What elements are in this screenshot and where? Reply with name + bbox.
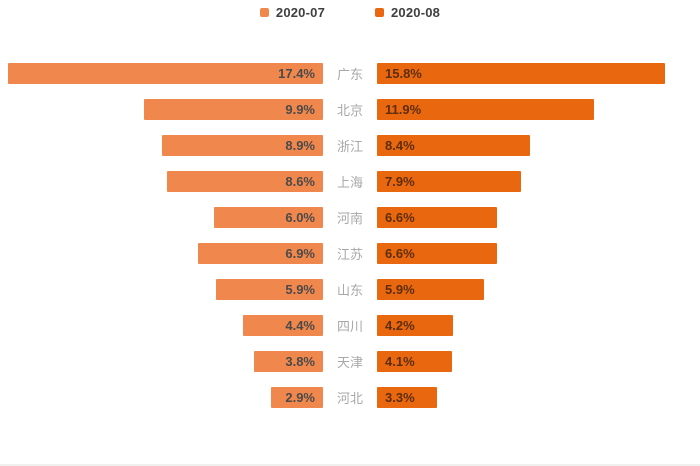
chart-row: 4.4% 四川 4.2%: [0, 307, 700, 343]
bar-2020-08: 3.3%: [377, 386, 438, 408]
value-label-2020-07: 6.0%: [285, 209, 315, 225]
value-label-2020-08: 7.9%: [385, 173, 415, 189]
bar-2020-07: 4.4%: [243, 314, 323, 336]
chart-row: 2.9% 河北 3.3%: [0, 379, 700, 415]
value-label-2020-08: 11.9%: [385, 101, 422, 117]
legend-item-label: 2020-07: [275, 5, 325, 20]
value-label-2020-07: 8.9%: [285, 137, 315, 153]
value-label-2020-08: 15.8%: [385, 65, 422, 81]
left-bar-cell: 17.4%: [0, 62, 323, 84]
category-label: 四川: [336, 318, 363, 334]
right-bar-cell: 5.9%: [377, 278, 700, 300]
value-label-2020-08: 6.6%: [385, 209, 415, 225]
bar-2020-07: 8.6%: [167, 170, 323, 192]
legend-swatch-icon: [259, 8, 269, 17]
value-label-2020-07: 4.4%: [285, 317, 315, 333]
category-label: 上海: [336, 174, 363, 190]
bar-2020-07: 5.9%: [216, 278, 323, 300]
value-label-2020-07: 3.8%: [285, 353, 315, 369]
category-label: 北京: [336, 102, 363, 118]
bar-2020-07: 9.9%: [143, 98, 323, 120]
legend: 2020-07 2020-08: [0, 5, 700, 20]
value-label-2020-08: 5.9%: [385, 281, 415, 297]
left-bar-cell: 3.8%: [0, 350, 323, 372]
value-label-2020-08: 3.3%: [385, 389, 415, 405]
bar-2020-08: 15.8%: [377, 62, 665, 84]
chart-row: 8.6% 上海 7.9%: [0, 163, 700, 199]
right-bar-cell: 7.9%: [377, 170, 700, 192]
right-bar-cell: 8.4%: [377, 134, 700, 156]
chart-row: 6.0% 河南 6.6%: [0, 199, 700, 235]
right-bar-cell: 6.6%: [377, 206, 700, 228]
left-bar-cell: 8.6%: [0, 170, 323, 192]
bar-2020-08: 6.6%: [377, 242, 498, 264]
left-bar-cell: 2.9%: [0, 386, 323, 408]
category-label: 浙江: [336, 138, 363, 154]
right-bar-cell: 4.2%: [377, 314, 700, 336]
legend-item-label: 2020-08: [391, 5, 441, 20]
bar-2020-07: 6.9%: [198, 242, 323, 264]
chart-row: 17.4% 广东 15.8%: [0, 55, 700, 91]
right-bar-cell: 4.1%: [377, 350, 700, 372]
bar-2020-07: 3.8%: [254, 350, 323, 372]
category-label: 山东: [336, 282, 363, 298]
category-label: 河北: [336, 390, 363, 406]
left-bar-cell: 6.0%: [0, 206, 323, 228]
category-label: 广东: [336, 66, 363, 82]
right-bar-cell: 11.9%: [377, 98, 700, 120]
value-label-2020-07: 9.9%: [285, 101, 315, 117]
left-bar-cell: 4.4%: [0, 314, 323, 336]
bar-2020-07: 2.9%: [270, 386, 323, 408]
right-bar-cell: 3.3%: [377, 386, 700, 408]
bar-2020-08: 7.9%: [377, 170, 521, 192]
bar-2020-08: 8.4%: [377, 134, 530, 156]
left-bar-cell: 8.9%: [0, 134, 323, 156]
legend-item-2020-08[interactable]: 2020-08: [375, 5, 440, 20]
bar-2020-07: 17.4%: [8, 62, 323, 84]
right-bar-cell: 6.6%: [377, 242, 700, 264]
value-label-2020-07: 17.4%: [278, 65, 315, 81]
value-label-2020-07: 5.9%: [285, 281, 315, 297]
value-label-2020-08: 4.2%: [385, 317, 415, 333]
value-label-2020-08: 4.1%: [385, 353, 415, 369]
chart-row: 3.8% 天津 4.1%: [0, 343, 700, 379]
value-label-2020-08: 6.6%: [385, 245, 415, 261]
left-bar-cell: 9.9%: [0, 98, 323, 120]
category-label: 天津: [336, 354, 363, 370]
chart-row: 9.9% 北京 11.9%: [0, 91, 700, 127]
legend-swatch-icon: [375, 8, 384, 17]
bar-2020-08: 4.1%: [377, 350, 452, 372]
bar-2020-08: 6.6%: [377, 206, 498, 228]
bar-2020-07: 8.9%: [161, 134, 323, 156]
category-label: 河南: [336, 210, 363, 226]
left-bar-cell: 5.9%: [0, 278, 323, 300]
value-label-2020-07: 8.6%: [285, 173, 315, 189]
category-label: 江苏: [336, 246, 363, 262]
bar-2020-08: 4.2%: [377, 314, 454, 336]
chart-row: 8.9% 浙江 8.4%: [0, 127, 700, 163]
value-label-2020-07: 6.9%: [285, 245, 315, 261]
left-bar-cell: 6.9%: [0, 242, 323, 264]
chart-rows: 17.4% 广东 15.8% 9.9% 北京 11.9% 8.9% 浙江 8.4% 8.6% 上海 7…: [0, 55, 700, 415]
legend-item-2020-07[interactable]: 2020-07: [259, 5, 325, 20]
value-label-2020-07: 2.9%: [285, 389, 315, 405]
chart-row: 6.9% 江苏 6.6%: [0, 235, 700, 271]
chart-row: 5.9% 山东 5.9%: [0, 271, 700, 307]
value-label-2020-08: 8.4%: [385, 137, 415, 153]
bar-2020-08: 11.9%: [377, 98, 594, 120]
bar-2020-08: 5.9%: [377, 278, 485, 300]
bar-2020-07: 6.0%: [214, 206, 323, 228]
right-bar-cell: 15.8%: [377, 62, 700, 84]
